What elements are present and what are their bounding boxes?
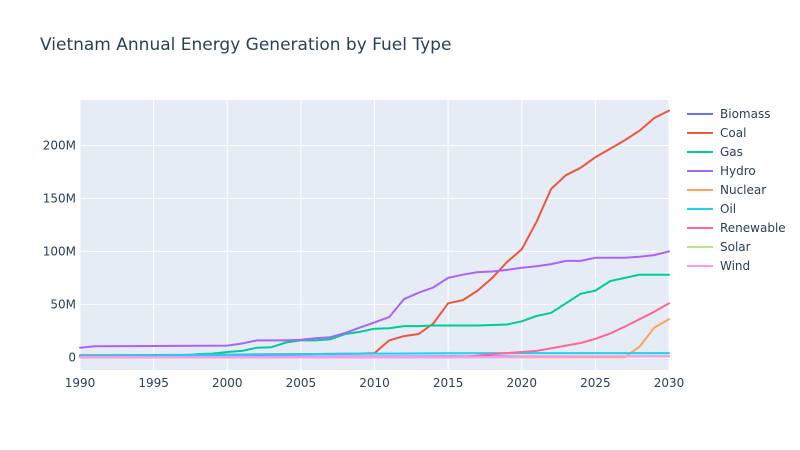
- legend-item-wind[interactable]: Wind: [687, 259, 750, 273]
- series-line-oil: [79, 352, 670, 357]
- x-tick-label: 2015: [433, 376, 464, 390]
- x-tick-label: 2005: [286, 376, 317, 390]
- legend-label: Oil: [720, 202, 736, 216]
- y-tick-label: 200M: [43, 139, 76, 153]
- legend-item-nuclear[interactable]: Nuclear: [687, 183, 766, 197]
- legend-label: Biomass: [720, 107, 770, 121]
- y-tick-label: 50M: [50, 297, 76, 311]
- y-tick-label: 100M: [43, 244, 76, 258]
- series-line-wind: [79, 355, 670, 359]
- x-tick-label: 2030: [654, 376, 685, 390]
- legend-label: Coal: [720, 126, 746, 140]
- legend-label: Gas: [720, 145, 743, 159]
- chart-title: Vietnam Annual Energy Generation by Fuel…: [40, 35, 451, 55]
- legend-label: Solar: [720, 240, 751, 254]
- legend-item-renewable[interactable]: Renewable: [687, 221, 786, 235]
- legend-item-coal[interactable]: Coal: [687, 126, 746, 140]
- legend-label: Nuclear: [720, 183, 766, 197]
- x-tick-label: 1990: [65, 376, 96, 390]
- x-tick-label: 2025: [580, 376, 611, 390]
- y-axis: 0 50M 100M 150M 200M: [43, 139, 76, 365]
- y-tick-label: 150M: [43, 191, 76, 205]
- legend-item-biomass[interactable]: Biomass: [687, 107, 770, 121]
- legend-label: Hydro: [720, 164, 756, 178]
- y-tick-label: 0: [68, 350, 76, 364]
- legend-item-hydro[interactable]: Hydro: [687, 164, 756, 178]
- x-tick-label: 2020: [506, 376, 537, 390]
- series-line-gas: [79, 273, 670, 358]
- x-tick-label: 2010: [359, 376, 390, 390]
- legend-item-gas[interactable]: Gas: [687, 145, 743, 159]
- x-axis: 1990 1995 2000 2005 2010 2015 2020 2025 2030: [65, 376, 685, 390]
- legend-label: Wind: [720, 259, 750, 273]
- series-line-hydro: [79, 250, 670, 349]
- legend: Biomass Coal Gas Hydro Nuclear Oil Renewable So…: [687, 107, 786, 273]
- legend-item-oil[interactable]: Oil: [687, 202, 736, 216]
- x-tick-label: 1995: [138, 376, 169, 390]
- x-tick-label: 2000: [212, 376, 243, 390]
- legend-item-solar[interactable]: Solar: [687, 240, 751, 254]
- series-lines: [79, 109, 670, 359]
- legend-label: Renewable: [720, 221, 786, 235]
